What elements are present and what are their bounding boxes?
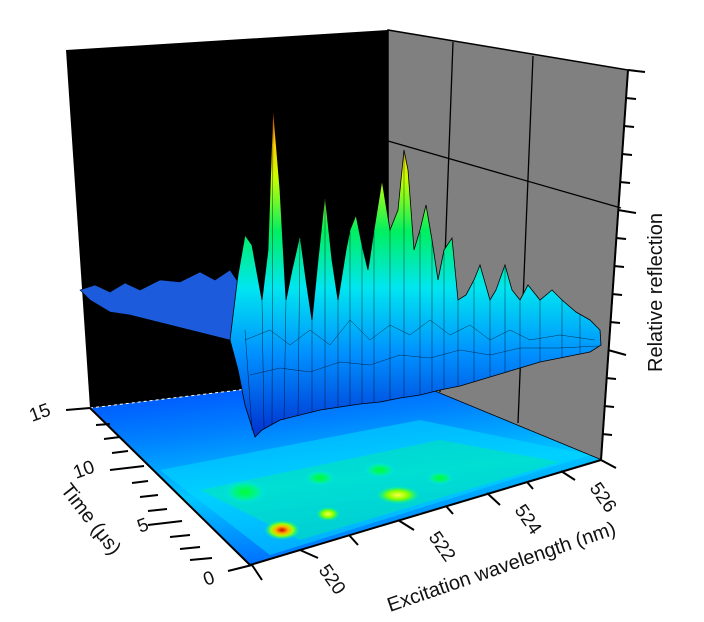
axes <box>89 69 629 566</box>
svg-text:5: 5 <box>135 514 152 537</box>
wavelength-axis-ticks <box>251 459 617 581</box>
svg-text:524: 524 <box>510 501 546 539</box>
time-axis-ticks <box>65 407 253 572</box>
svg-text:522: 522 <box>424 528 459 566</box>
reflection-axis-ticks <box>601 69 646 436</box>
floor-contour <box>89 371 601 565</box>
wavelength-axis-title: Excitation wavelength (nm) <box>384 518 618 617</box>
time-axis-title: Time (μs) <box>56 480 125 560</box>
svg-text:520: 520 <box>314 561 349 599</box>
svg-text:0: 0 <box>201 567 218 590</box>
reflection-axis-title: Relative reflection <box>645 213 667 372</box>
surface-mesh <box>79 104 602 438</box>
svg-text:526: 526 <box>585 479 620 517</box>
svg-text:15: 15 <box>27 400 54 427</box>
